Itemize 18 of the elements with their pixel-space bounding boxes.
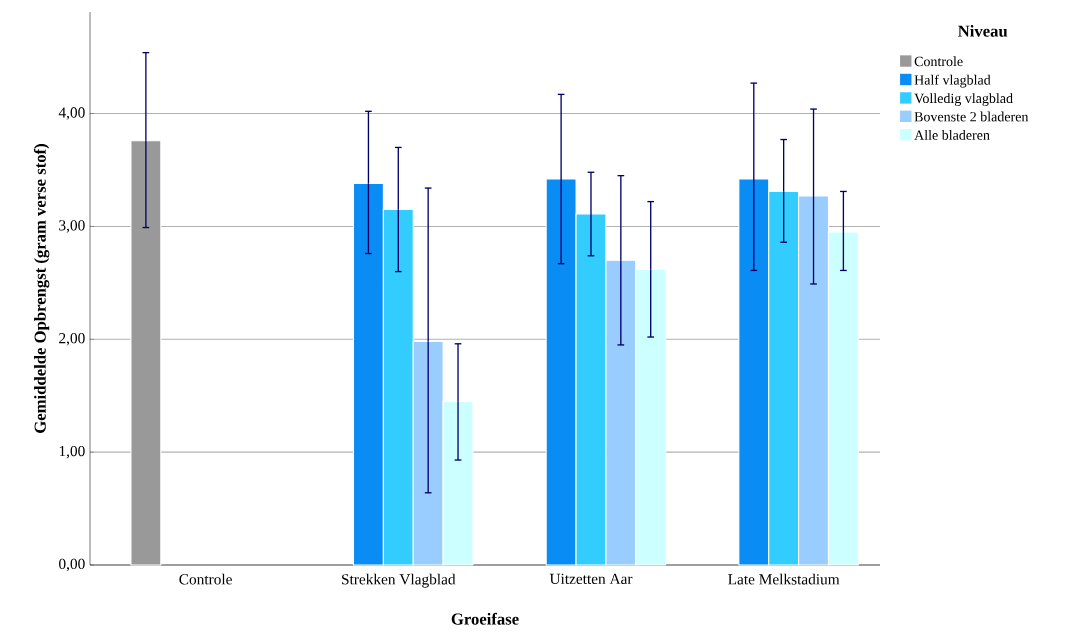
- legend-title: Niveau: [958, 25, 1008, 37]
- x-tick-label: Controle: [179, 573, 232, 585]
- legend-label: Half vlagblad: [914, 74, 991, 88]
- x-tick-label: Late Melkstadium: [728, 573, 840, 585]
- legend-label: Bovenste 2 bladeren: [914, 111, 1029, 122]
- y-tick-label: 0,00: [59, 558, 85, 572]
- y-axis-title: Gemiddelde Opbrengst (gram verse stof): [33, 144, 50, 433]
- bar: [130, 140, 162, 566]
- y-tick-label: 4,00: [58, 107, 85, 120]
- y-tick-label: 2,00: [59, 333, 85, 346]
- y-tick-label: 3,00: [59, 220, 85, 233]
- legend-label: Alle bladeren: [914, 129, 990, 140]
- x-tick-label: Uitzetten Aar: [549, 573, 633, 585]
- y-tick-label: 1,00: [59, 445, 85, 459]
- legend-label: Controle: [914, 56, 963, 67]
- x-tick-label: Strekken Vlagblad: [342, 573, 456, 588]
- x-axis-title: Groeifase: [451, 612, 519, 625]
- legend-label: Volledig vlagblad: [914, 93, 1013, 106]
